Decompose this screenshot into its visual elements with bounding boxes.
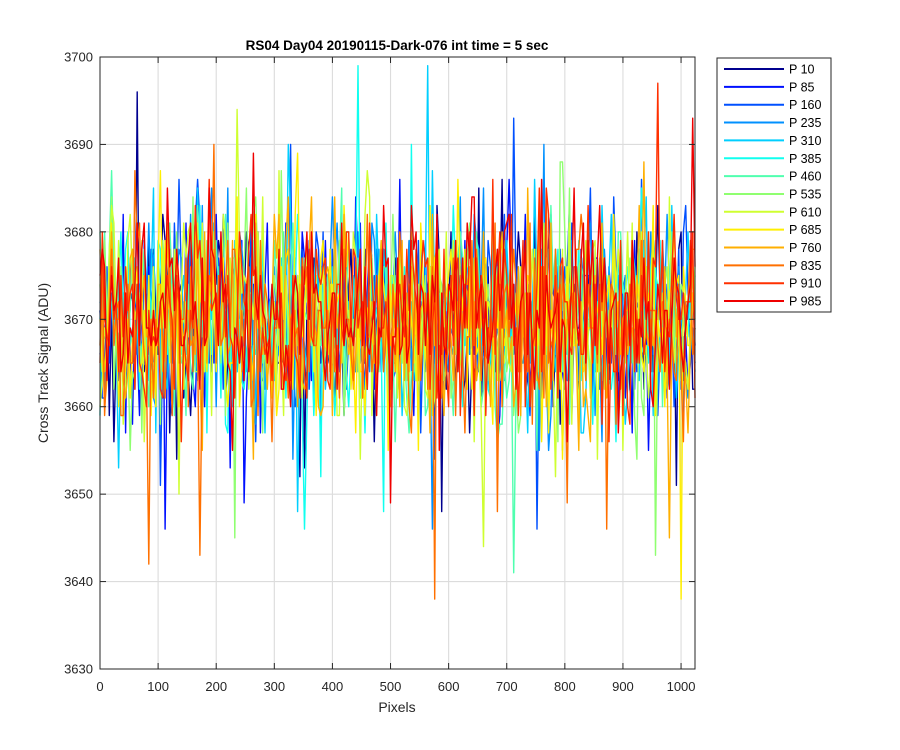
legend-label: P 385 [789, 152, 821, 166]
y-tick-label: 3670 [64, 312, 93, 327]
y-tick-label: 3690 [64, 137, 93, 152]
legend: P 10 P 85 P 160 P 235 P 310 P 385 P 460 P 535 P … [716, 57, 832, 313]
y-tick-label: 3680 [64, 224, 93, 239]
legend-box [716, 57, 832, 313]
y-tick-label: 3630 [64, 662, 93, 677]
x-tick-label: 700 [496, 679, 518, 694]
legend-label: P 235 [789, 116, 821, 130]
legend-entry: P 910 [724, 277, 821, 291]
y-axis-label: Cross Track Signal (ADU) [35, 283, 51, 443]
y-tick-label: 3640 [64, 574, 93, 589]
x-tick-label: 0 [96, 679, 103, 694]
x-tick-label: 900 [612, 679, 634, 694]
chart-title: RS04 Day04 20190115-Dark-076 int time = … [246, 38, 549, 53]
legend-label: P 685 [789, 223, 821, 237]
legend-entry: P 535 [724, 187, 821, 201]
legend-entry: P 85 [724, 80, 815, 94]
x-tick-label: 100 [147, 679, 169, 694]
legend-label: P 85 [789, 80, 815, 94]
legend-entry: P 685 [724, 223, 821, 237]
legend-entry: P 610 [724, 205, 821, 219]
y-tick-label: 3650 [64, 487, 93, 502]
legend-label: P 610 [789, 205, 821, 219]
legend-label: P 910 [789, 277, 821, 291]
y-axis-ticks: 3630 3640 3650 3660 3670 3680 3690 3700 [64, 50, 695, 677]
legend-entry: P 985 [724, 295, 821, 309]
legend-entry: P 160 [724, 98, 821, 112]
legend-entry: P 760 [724, 241, 821, 255]
legend-entry: P 385 [724, 152, 821, 166]
x-tick-label: 400 [322, 679, 344, 694]
legend-label: P 535 [789, 187, 821, 201]
x-tick-label: 500 [380, 679, 402, 694]
legend-entry: P 835 [724, 259, 821, 273]
x-tick-label: 200 [205, 679, 227, 694]
x-tick-label: 1000 [667, 679, 696, 694]
x-tick-label: 300 [263, 679, 285, 694]
x-tick-label: 600 [438, 679, 460, 694]
legend-entries: P 10 P 85 P 160 P 235 P 310 P 385 P 460 P 535 P … [724, 63, 821, 309]
legend-label: P 760 [789, 241, 821, 255]
y-tick-label: 3700 [64, 50, 93, 65]
legend-entry: P 10 [724, 63, 815, 77]
x-axis-ticks: 0 100 200 300 400 500 600 700 800 900 1000 [96, 57, 696, 694]
legend-entry: P 235 [724, 116, 821, 130]
series-lines [99, 64, 696, 600]
legend-label: P 160 [789, 98, 821, 112]
plot-area [99, 56, 696, 670]
plot-frame [99, 56, 696, 670]
y-tick-label: 3660 [64, 399, 93, 414]
legend-label: P 985 [789, 295, 821, 309]
legend-label: P 460 [789, 170, 821, 184]
legend-label: P 835 [789, 259, 821, 273]
legend-entry: P 310 [724, 134, 821, 148]
legend-label: P 310 [789, 134, 821, 148]
legend-label: P 10 [789, 63, 815, 77]
x-tick-label: 800 [554, 679, 576, 694]
series-line-p985 [99, 117, 696, 504]
legend-entry: P 460 [724, 170, 821, 184]
x-axis-label: Pixels [378, 699, 415, 715]
